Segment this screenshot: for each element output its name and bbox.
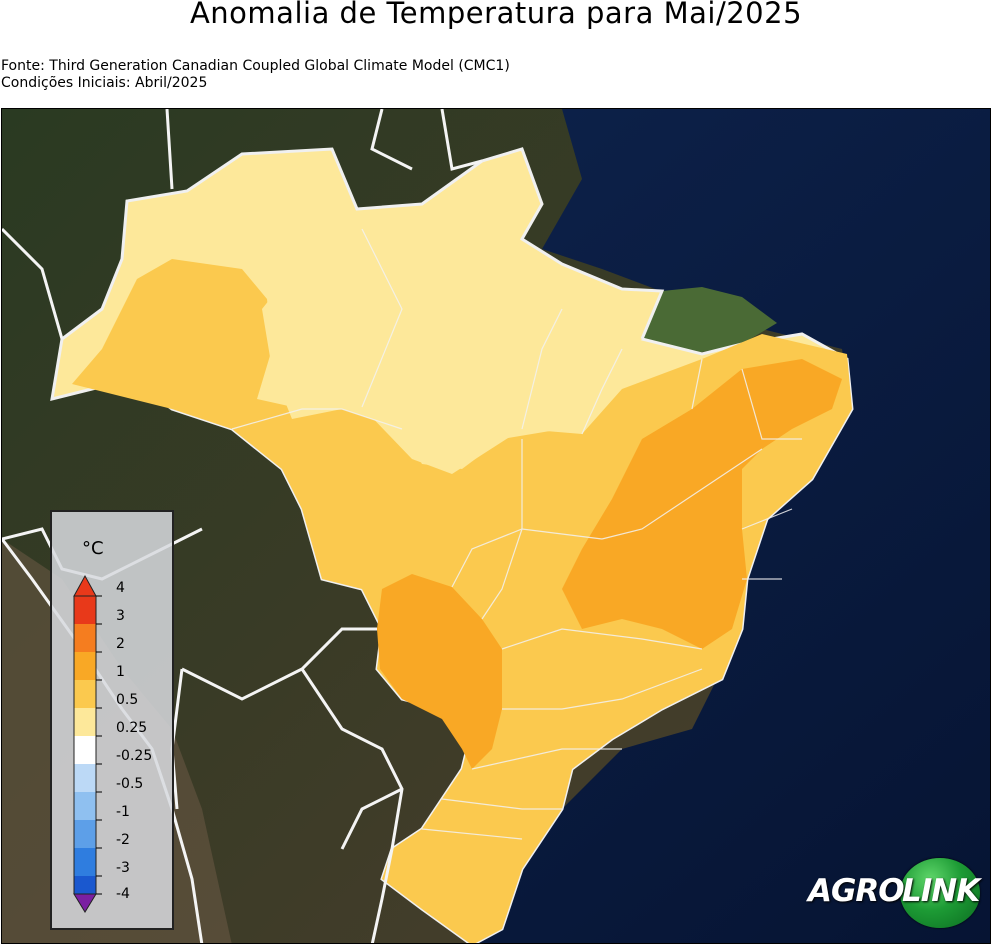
- anomaly-1-2-northeast: [562, 359, 842, 649]
- logo-text-link: LINK: [902, 873, 980, 909]
- legend-tick: 0.5: [116, 692, 139, 708]
- legend-tick: -3: [116, 860, 130, 876]
- legend-tick: 2: [116, 636, 125, 652]
- legend-tick: -0.5: [116, 776, 144, 792]
- legend-tick: -1: [116, 804, 130, 820]
- legend-tick: -0.25: [116, 748, 153, 764]
- state-borders: [231, 228, 802, 840]
- legend-swatch-0.5-1: [74, 680, 96, 708]
- legend-tick: 3: [116, 608, 125, 624]
- legend-tick: 0.25: [116, 720, 148, 736]
- legend-colorbar: [73, 574, 102, 913]
- logo-green-ball: [900, 858, 980, 928]
- legend-swatch-neg-3-4: [74, 876, 96, 894]
- legend-tick: 1: [116, 664, 125, 680]
- legend-swatch-0.25-0.5: [74, 708, 96, 736]
- legend-swatch-above-3: [74, 596, 96, 624]
- legend-unit: °C: [82, 538, 104, 559]
- initial-conditions-line: Condições Iniciais: Abril/2025: [1, 75, 208, 91]
- anomaly-1-2-centerwest: [377, 574, 502, 769]
- source-line: Fonte: Third Generation Canadian Coupled…: [1, 58, 510, 74]
- legend-arrow-top: [73, 574, 97, 597]
- source-block: Fonte: Third Generation Canadian Coupled…: [1, 58, 510, 92]
- legend-swatch-2-3: [74, 624, 96, 652]
- logo-text-agro: AGRO: [808, 873, 905, 909]
- legend-swatch-neg-1-2: [74, 820, 96, 848]
- green-northeast-area: [620, 287, 777, 354]
- legend-tick: -4: [116, 886, 130, 902]
- legend-tick: -2: [116, 832, 130, 848]
- legend-arrow-bottom: [73, 893, 97, 913]
- color-legend: °C 4 3 2 1 0.5 0.25 -0.25 -0.5 -1 -2 -3 …: [50, 510, 174, 930]
- legend-swatch-neutral: [74, 736, 96, 764]
- legend-swatch-1-2: [74, 652, 96, 680]
- legend-swatch-neg-0.25-0.5: [74, 764, 96, 792]
- agrolink-logo: AGRO LINK: [808, 858, 984, 928]
- legend-swatch-neg-2-3: [74, 848, 96, 876]
- legend-tick: 4: [116, 580, 125, 596]
- map-title: Anomalia de Temperatura para Mai/2025: [189, 0, 803, 30]
- legend-swatch-neg-0.5-1: [74, 792, 96, 820]
